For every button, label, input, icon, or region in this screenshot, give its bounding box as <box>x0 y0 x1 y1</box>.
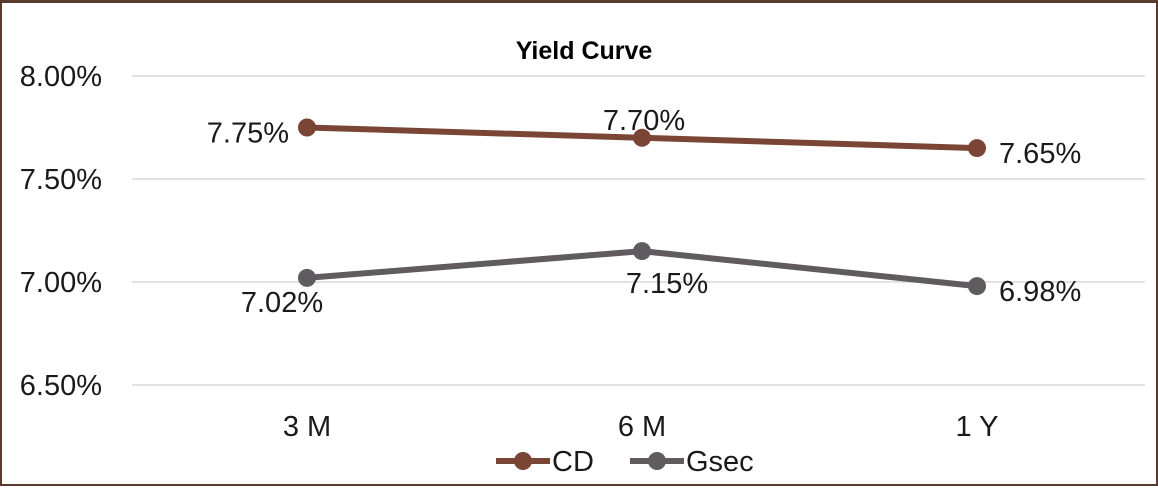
data-point-cd <box>633 128 651 147</box>
legend-label-gsec: Gsec <box>686 446 754 478</box>
x-tick-label: 1 Y <box>955 411 998 443</box>
legend: CD Gsec <box>496 446 754 478</box>
data-label-gsec: 6.98% <box>999 276 1081 308</box>
data-label-cd: 7.70% <box>603 105 685 137</box>
data-point-gsec <box>298 268 316 287</box>
legend-marker-cd <box>514 452 532 470</box>
y-tick-label: 6.50% <box>20 370 102 402</box>
x-axis-ticks: 3 M 6 M 1 Y <box>283 411 999 443</box>
data-point-gsec <box>968 277 986 296</box>
y-tick-label: 7.50% <box>20 164 102 196</box>
data-label-gsec: 7.15% <box>626 268 708 300</box>
chart-title: Yield Curve <box>516 37 653 65</box>
legend-marker-gsec <box>648 452 666 470</box>
data-point-cd <box>298 118 316 137</box>
legend-label-cd: CD <box>552 446 594 478</box>
y-tick-label: 8.00% <box>20 61 102 93</box>
y-axis-ticks: 8.00% 7.50% 7.00% 6.50% <box>20 61 102 402</box>
x-tick-label: 6 M <box>618 411 666 443</box>
data-point-cd <box>968 139 986 158</box>
data-label-cd: 7.65% <box>999 138 1081 170</box>
y-tick-label: 7.00% <box>20 267 102 299</box>
x-tick-label: 3 M <box>283 411 331 443</box>
series-layer: 7.75% 7.70% 7.65% 7.02% 7.15% 6.98% <box>207 105 1081 319</box>
data-label-gsec: 7.02% <box>241 287 323 319</box>
data-point-gsec <box>633 242 651 261</box>
yield-curve-chart: Yield Curve 8.00% 7.50% 7.00% 6.50% 3 M 6 M 1… <box>20 37 1145 478</box>
data-label-cd: 7.75% <box>207 118 289 150</box>
